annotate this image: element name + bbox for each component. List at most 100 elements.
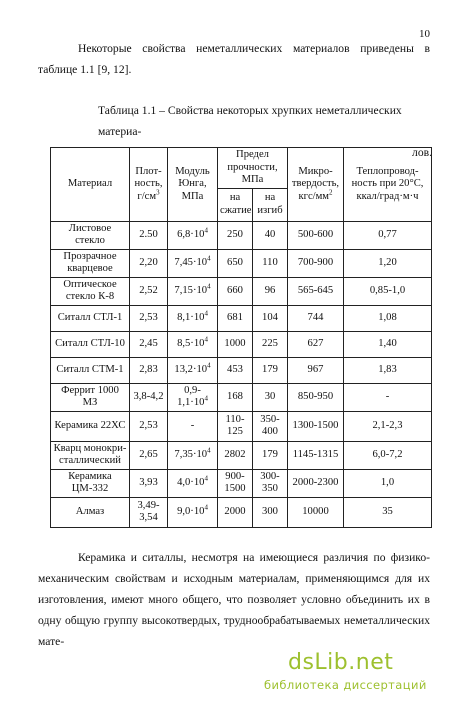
cell-bending: 30 (252, 382, 288, 412)
cell-material: Алмаз (50, 496, 130, 528)
cell-compression: 1000 (217, 330, 253, 358)
cell-modulus: 0,9-1,1·104 (167, 382, 218, 412)
cell-density: 2,65 (129, 440, 168, 470)
cell-compression: 453 (217, 356, 253, 384)
cell-density: 3,49-3,54 (129, 496, 168, 528)
table-row: Ситалл СТЛ-1 2,53 8,1·104 681 104 744 1,08 (50, 304, 432, 332)
cell-density: 2,83 (129, 356, 168, 384)
header-bending: на изгиб (252, 187, 288, 222)
cell-bending: 40 (252, 220, 288, 250)
cell-material: Оптическое стекло К-8 (50, 276, 130, 306)
modulus-exponent: 4 (204, 474, 208, 483)
cell-bending: 300-350 (252, 468, 288, 498)
cell-compression: 2802 (217, 440, 253, 470)
watermark-logo: dsLib.net (288, 650, 394, 675)
modulus-exponent: 4 (207, 361, 211, 370)
modulus-exponent: 4 (207, 282, 211, 291)
cell-density: 3,93 (129, 468, 168, 498)
watermark-subtitle: библиотека диссертаций (264, 678, 427, 692)
modulus-exponent: 4 (207, 446, 211, 455)
cell-microhardness: 2000-2300 (287, 468, 344, 498)
cell-microhardness: 700-900 (287, 248, 344, 278)
cell-bending: 96 (252, 276, 288, 306)
cell-density: 2,53 (129, 304, 168, 332)
table-row: Листовое стекло 2.50 6,8·104 250 40 500-600 0,… (50, 220, 432, 250)
cell-density: 2,53 (129, 410, 168, 442)
modulus-exponent: 4 (207, 254, 211, 263)
cell-conductivity: 0,85-1,0 (343, 276, 432, 306)
cell-density: 2,52 (129, 276, 168, 306)
cell-compression: 650 (217, 248, 253, 278)
cell-bending: 179 (252, 440, 288, 470)
cell-compression: 110-125 (217, 410, 253, 442)
cell-compression: 168 (217, 382, 253, 412)
cell-microhardness: 565-645 (287, 276, 344, 306)
cell-compression: 900-1500 (217, 468, 253, 498)
cell-modulus: 6,8·104 (167, 220, 218, 250)
cell-modulus: 4,0·104 (167, 468, 218, 498)
cell-microhardness: 10000 (287, 496, 344, 528)
cell-modulus: 8,5·104 (167, 330, 218, 358)
table-caption-line1: Таблица 1.1 – Свойства некоторых хрупких… (98, 104, 402, 138)
cell-material: Ситалл СТМ-1 (50, 356, 130, 384)
cell-bending: 350-400 (252, 410, 288, 442)
cell-microhardness: 500-600 (287, 220, 344, 250)
table-row: Феррит 1000 МЗ 3,8-4,2 0,9-1,1·104 168 30 850… (50, 382, 432, 412)
conclusion-paragraph: Керамика и ситаллы, несмотря на имеющиес… (38, 551, 430, 648)
cell-material: Ситалл СТЛ-1 (50, 304, 130, 332)
header-microhardness: Микро-твердость, кгс/мм2 (287, 147, 344, 222)
cell-conductivity: 1,20 (343, 248, 432, 278)
header-modulus: Модуль Юнга, МПа (167, 147, 218, 222)
cell-microhardness: 627 (287, 330, 344, 358)
cell-bending: 179 (252, 356, 288, 384)
modulus-exponent: 4 (204, 503, 208, 512)
cell-bending: 104 (252, 304, 288, 332)
header-density: Плот-ность, г/см3 (129, 147, 168, 222)
cell-bending: 110 (252, 248, 288, 278)
cell-density: 2.50 (129, 220, 168, 250)
watermark: dsLib.net библиотека диссертаций (262, 650, 450, 700)
cell-material: Листовое стекло (50, 220, 130, 250)
cell-material: Керамика 22ХС (50, 410, 130, 442)
cell-material: Керамика ЦМ-332 (50, 468, 130, 498)
cell-modulus: 8,1·104 (167, 304, 218, 332)
cell-material: Кварц монокри-сталлический (50, 440, 130, 470)
cell-material: Феррит 1000 МЗ (50, 382, 130, 412)
cell-modulus: 7,15·104 (167, 276, 218, 306)
cell-conductivity: 35 (343, 496, 432, 528)
cell-modulus: 9,0·104 (167, 496, 218, 528)
table-row: Кварц монокри-сталлический 2,65 7,35·104 28… (50, 440, 432, 470)
cell-conductivity: 0,77 (343, 220, 432, 250)
table-row: Ситалл СТМ-1 2,83 13,2·104 453 179 967 1,83 (50, 356, 432, 384)
table-row: Оптическое стекло К-8 2,52 7,15·104 660 96 56… (50, 276, 432, 306)
modulus-exponent: 4 (204, 394, 208, 403)
cell-modulus: 7,35·104 (167, 440, 218, 470)
cell-compression: 681 (217, 304, 253, 332)
intro-paragraph: Некоторые свойства неметаллических матер… (38, 42, 430, 76)
cell-conductivity: 6,0-7,2 (343, 440, 432, 470)
properties-table: Материал Плот-ность, г/см3 Модуль Юнга, … (50, 147, 432, 528)
cell-conductivity: 1,83 (343, 356, 432, 384)
header-compression: на сжатие (217, 187, 253, 222)
cell-modulus: - (167, 410, 218, 442)
cell-conductivity: - (343, 382, 432, 412)
table-row: Алмаз 3,49-3,54 9,0·104 2000 300 10000 35 (50, 496, 432, 528)
cell-density: 2,45 (129, 330, 168, 358)
cell-conductivity: 1,08 (343, 304, 432, 332)
cell-material: Прозрачное кварцевое (50, 248, 130, 278)
cell-microhardness: 1145-1315 (287, 440, 344, 470)
table-row: Керамика ЦМ-332 3,93 4,0·104 900-1500 300-35… (50, 468, 432, 498)
header-conductivity: Теплопровод-ность при 20°С, ккал/град·м·… (343, 147, 432, 222)
table-row: Керамика 22ХС 2,53-110-125 350-400 1300-150… (50, 410, 432, 442)
cell-density: 3,8-4,2 (129, 382, 168, 412)
cell-compression: 2000 (217, 496, 253, 528)
cell-modulus: 7,45·104 (167, 248, 218, 278)
cell-conductivity: 1,40 (343, 330, 432, 358)
cell-conductivity: 1,0 (343, 468, 432, 498)
cell-microhardness: 967 (287, 356, 344, 384)
cell-modulus: 13,2·104 (167, 356, 218, 384)
cell-bending: 300 (252, 496, 288, 528)
cell-material: Ситалл СТЛ-10 (50, 330, 130, 358)
cell-compression: 660 (217, 276, 253, 306)
header-strength: Предел прочности, МПа (217, 147, 288, 189)
